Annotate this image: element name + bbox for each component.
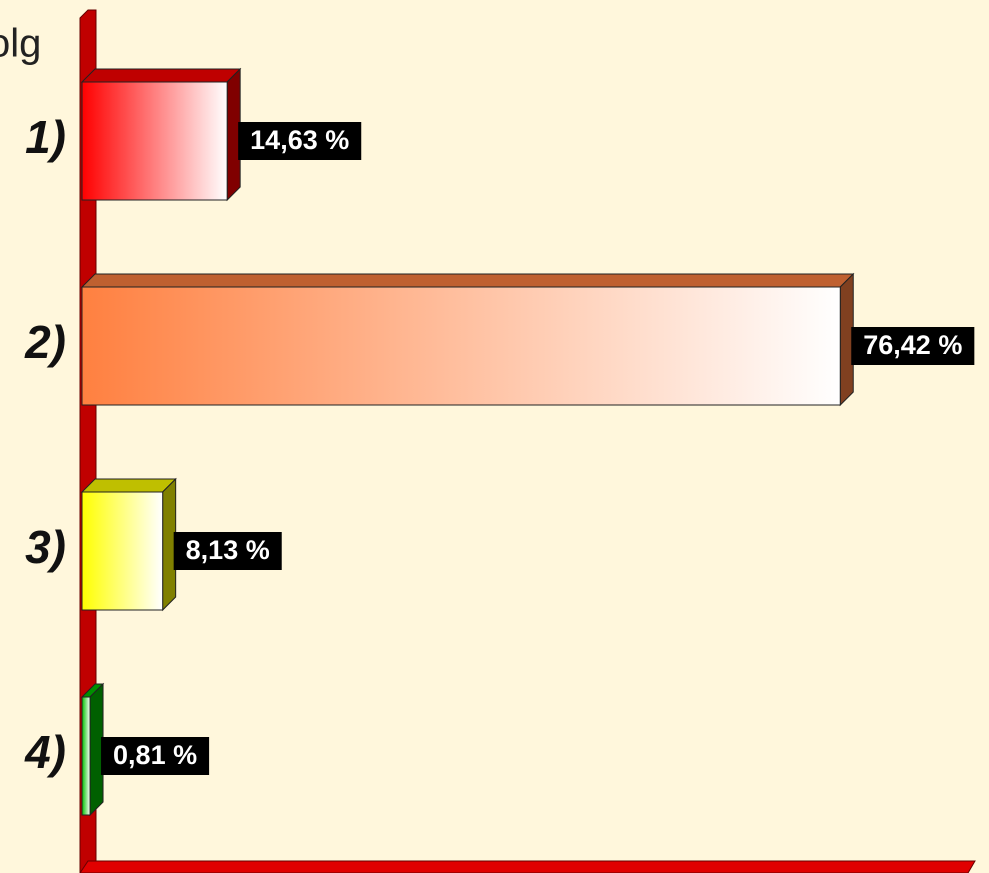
- value-label: 0,81 %: [113, 740, 197, 770]
- value-label-bg: [851, 327, 975, 365]
- bar: [81, 696, 91, 816]
- category-label: 2): [24, 316, 66, 368]
- axis-label: olg: [0, 22, 41, 66]
- y-axis: [79, 9, 97, 873]
- value-label: 8,13 %: [186, 535, 270, 565]
- value-label-bg: [238, 122, 362, 160]
- bar: [81, 491, 164, 611]
- value-label: 14,63 %: [250, 125, 349, 155]
- bar-top: [80, 273, 855, 288]
- bar: [81, 286, 841, 406]
- category-label: 4): [24, 726, 66, 778]
- bar: [81, 81, 228, 201]
- bar-top: [80, 478, 177, 493]
- category-label: 1): [25, 111, 66, 163]
- value-label-bg: [101, 737, 210, 775]
- value-label-bg: [173, 532, 282, 570]
- category-label: 3): [25, 521, 66, 573]
- value-label: 76,42 %: [863, 330, 962, 360]
- bar-top: [80, 68, 242, 83]
- x-axis: [79, 860, 976, 873]
